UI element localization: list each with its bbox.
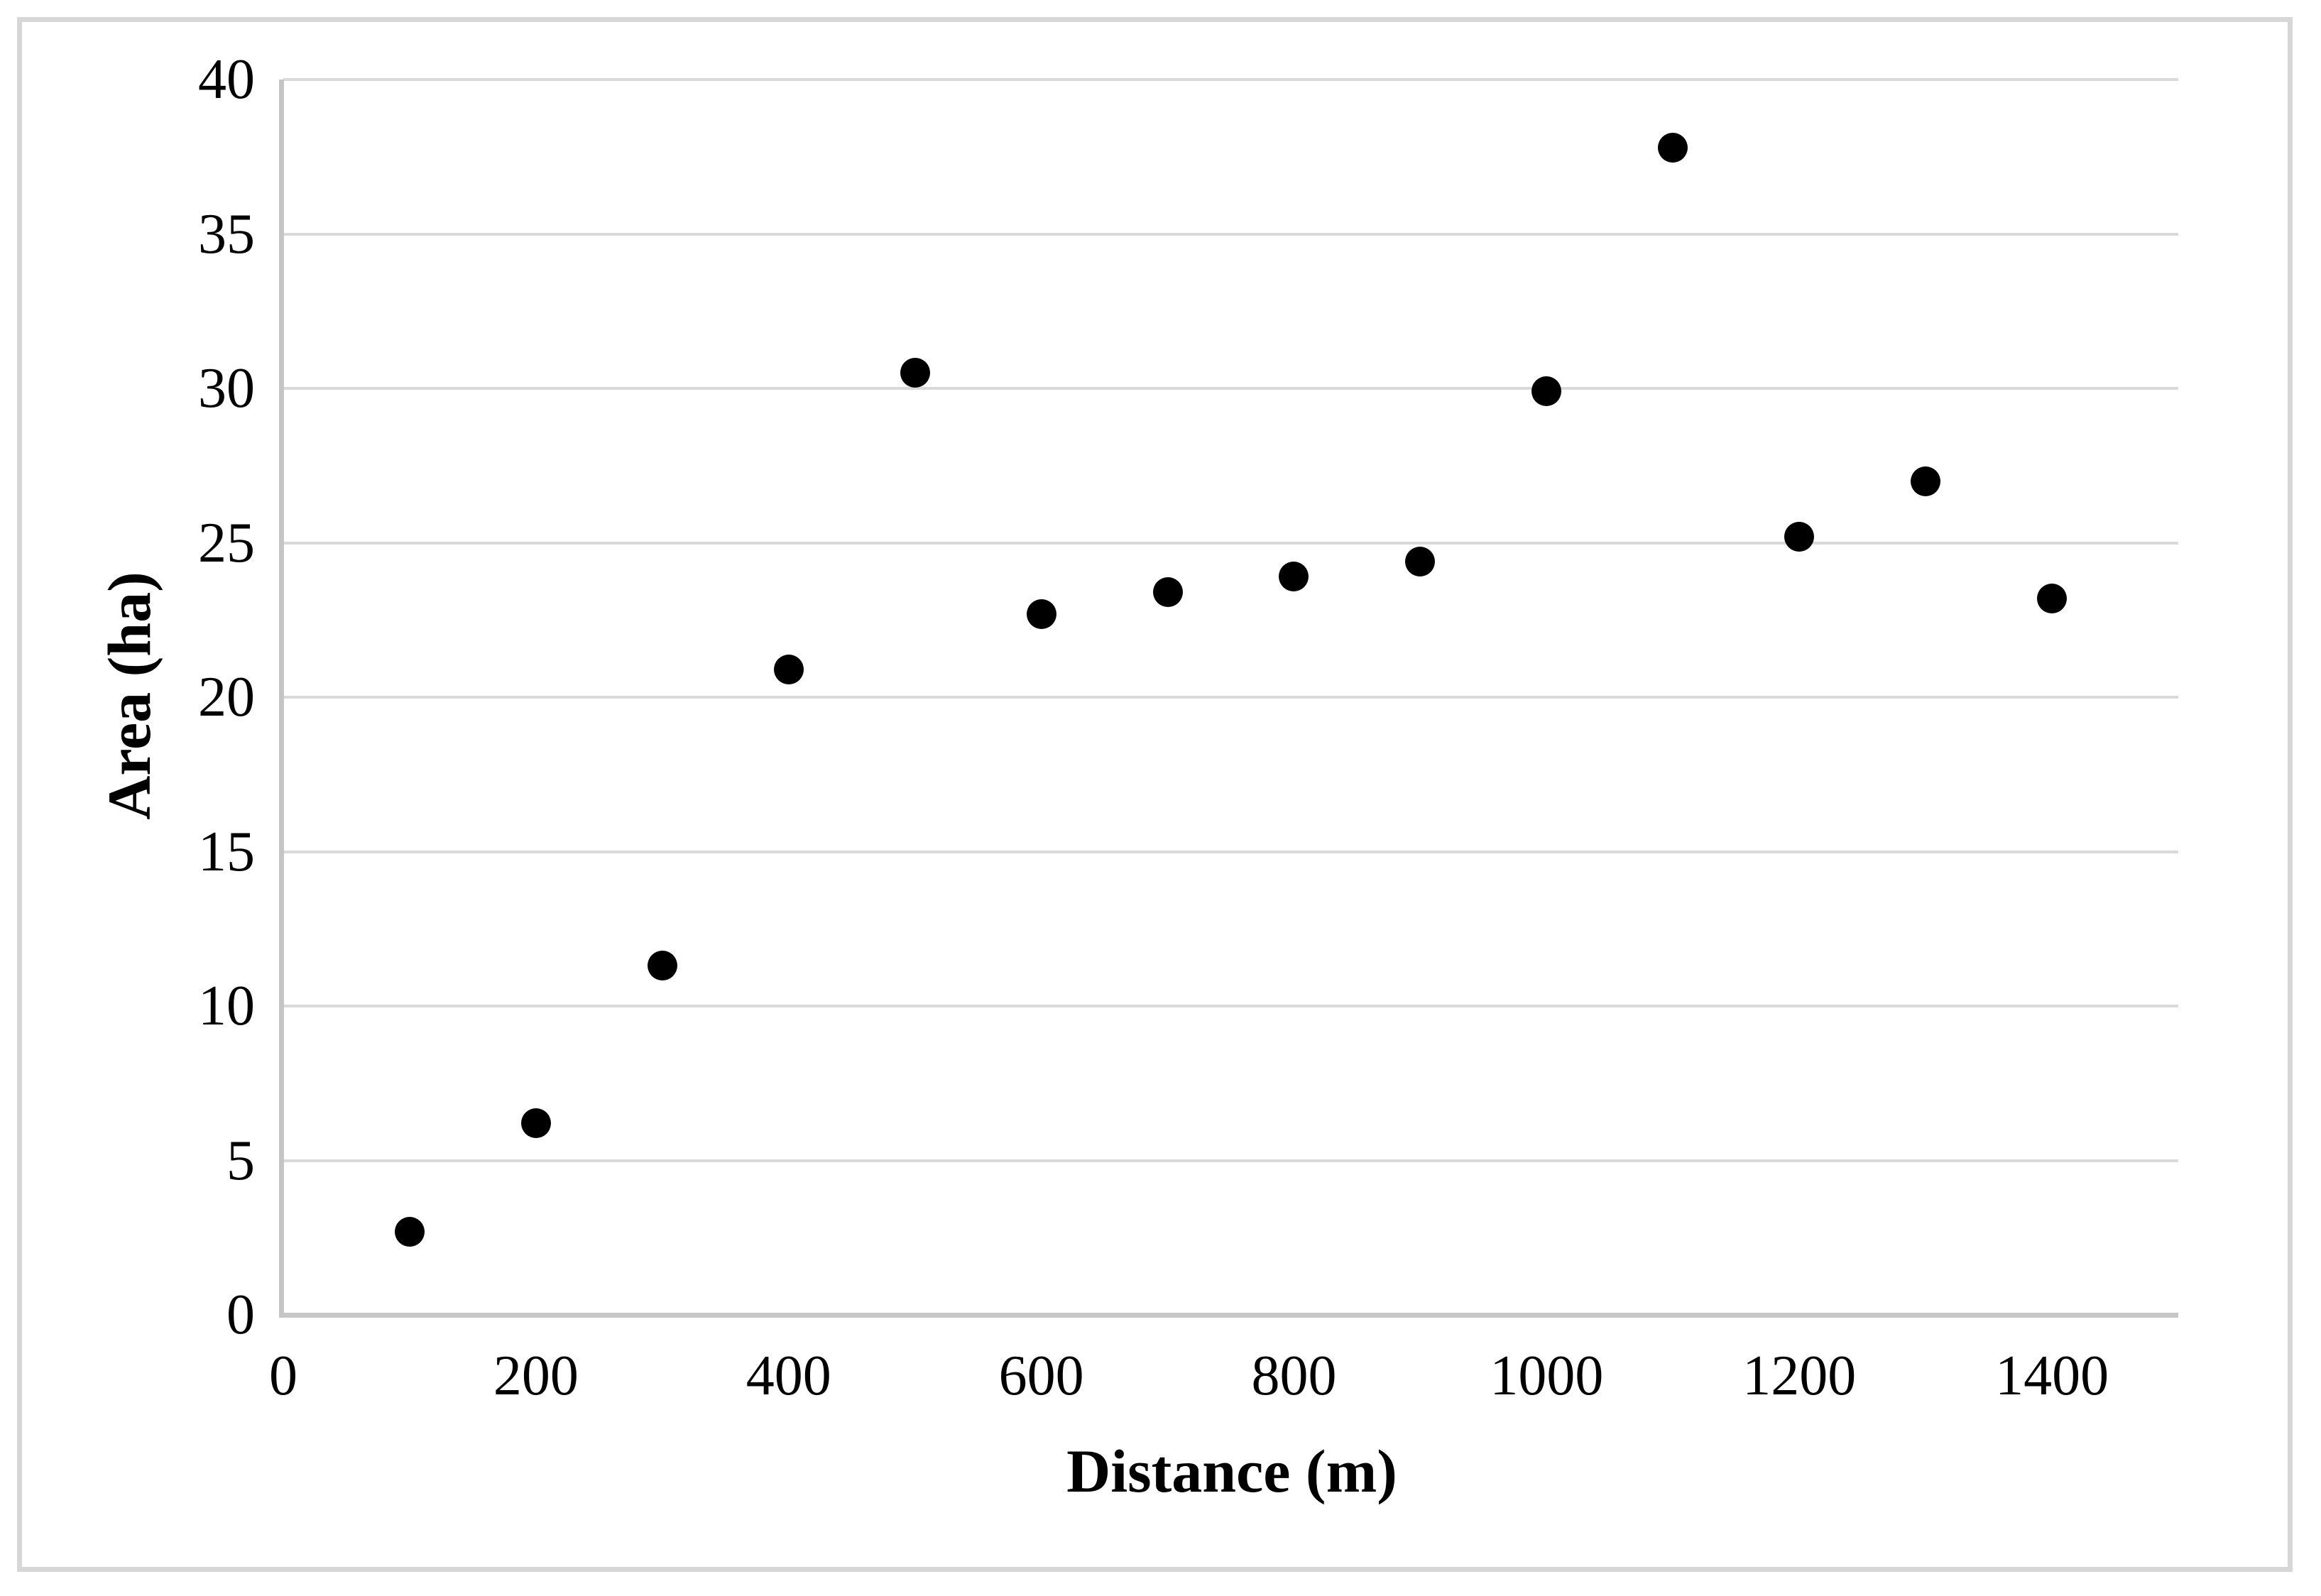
y-tick-label-20: 20 <box>198 666 255 728</box>
y-gridline-20 <box>283 696 2178 699</box>
y-gridline-5 <box>283 1159 2178 1162</box>
y-gridline-35 <box>283 232 2178 236</box>
y-tick-label-30: 30 <box>198 357 255 420</box>
data-point <box>520 1108 551 1139</box>
x-tick-label-800: 800 <box>1251 1345 1337 1407</box>
y-tick-label-5: 5 <box>226 1129 255 1192</box>
data-point <box>1152 577 1183 608</box>
y-gridline-25 <box>283 541 2178 545</box>
x-tick-label-200: 200 <box>493 1345 579 1407</box>
x-tick-label-1400: 1400 <box>1995 1345 2109 1407</box>
data-point <box>1026 598 1056 629</box>
y-gridline-40 <box>283 78 2178 81</box>
data-point <box>1658 132 1688 163</box>
data-point <box>647 951 677 981</box>
y-tick-label-0: 0 <box>226 1284 255 1346</box>
y-tick-label-40: 40 <box>198 48 255 111</box>
y-axis-line <box>279 80 284 1318</box>
data-point <box>1531 376 1562 407</box>
data-point <box>900 358 930 388</box>
y-tick-label-35: 35 <box>198 202 255 266</box>
y-gridline-15 <box>283 850 2178 853</box>
y-gridline-10 <box>283 1005 2178 1007</box>
data-point <box>1911 466 1941 496</box>
y-tick-label-25: 25 <box>198 511 255 574</box>
x-tick-label-1200: 1200 <box>1742 1345 1857 1407</box>
x-tick-label-1000: 1000 <box>1490 1345 1604 1407</box>
figure-border <box>17 17 2293 1572</box>
data-point <box>394 1216 425 1247</box>
x-tick-label-400: 400 <box>746 1345 831 1407</box>
data-point <box>1405 546 1436 576</box>
x-axis-title: Distance (m) <box>1066 1437 1397 1505</box>
y-tick-label-15: 15 <box>198 820 255 883</box>
y-axis-title: Area (ha) <box>95 572 163 820</box>
data-point <box>1279 562 1309 592</box>
data-point <box>773 654 804 684</box>
x-tick-label-600: 600 <box>998 1345 1084 1407</box>
y-tick-label-10: 10 <box>198 975 255 1037</box>
data-point <box>2037 583 2068 613</box>
x-tick-label-0: 0 <box>269 1345 297 1407</box>
data-point <box>1784 521 1815 552</box>
x-axis-line <box>279 1313 2178 1318</box>
y-gridline-30 <box>283 387 2178 390</box>
